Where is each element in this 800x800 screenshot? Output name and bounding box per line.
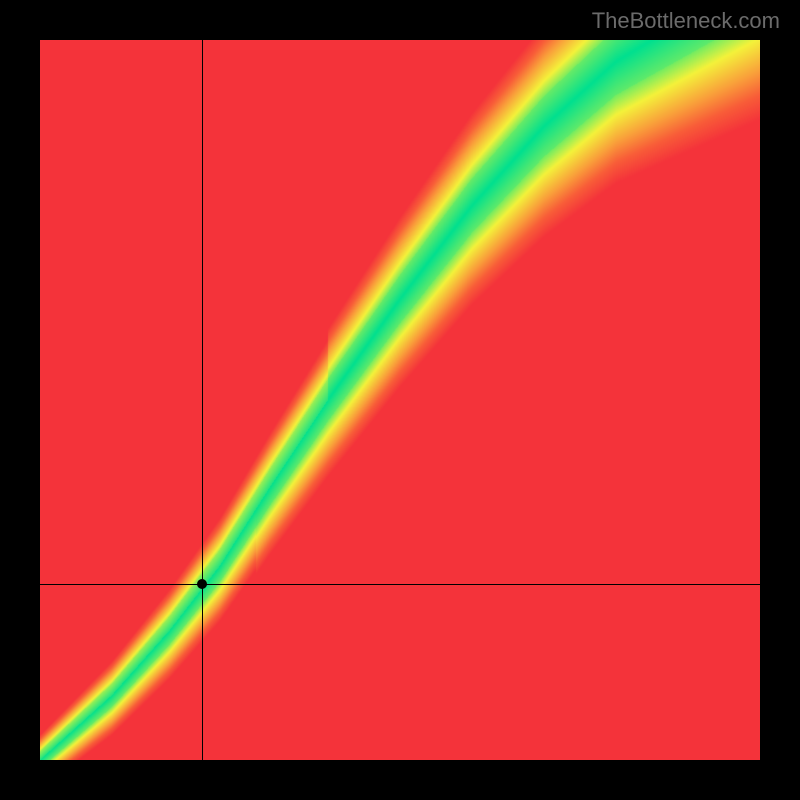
crosshair-vertical — [202, 40, 203, 760]
crosshair-horizontal — [40, 584, 760, 585]
watermark-text: TheBottleneck.com — [592, 8, 780, 34]
heatmap-plot — [40, 40, 760, 760]
selection-marker[interactable] — [197, 579, 207, 589]
heatmap-canvas — [40, 40, 760, 760]
